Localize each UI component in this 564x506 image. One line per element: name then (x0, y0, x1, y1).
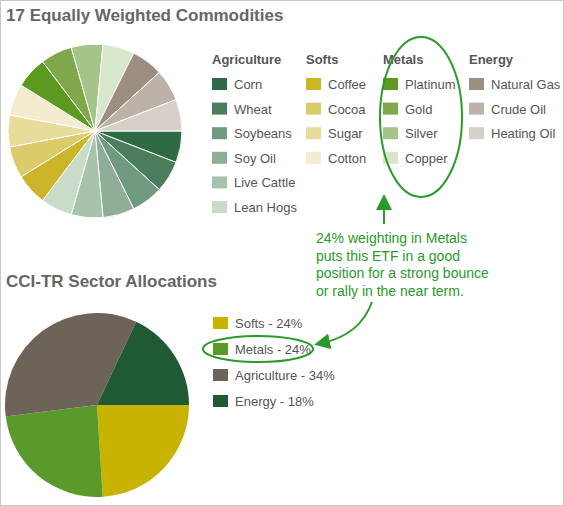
legend-label: Agriculture - 34% (235, 368, 335, 383)
pie-slice (97, 322, 189, 405)
pie-slice (6, 405, 103, 497)
annotation-text: puts this ETF in a good (316, 248, 460, 264)
chart-title: 17 Equally Weighted Commodities (6, 6, 283, 25)
legend-group-title: Energy (469, 52, 514, 67)
legend-label: Energy - 18% (235, 394, 314, 409)
legend-label: Platinum (405, 77, 456, 92)
legend-label: Soy Oil (234, 151, 276, 166)
legend-swatch (469, 127, 484, 139)
legend-label: Sugar (328, 126, 363, 141)
legend-swatch (306, 127, 321, 139)
legend-label: Heating Oil (491, 126, 555, 141)
pie-2 (5, 313, 189, 497)
highlight-ellipse (203, 336, 313, 362)
annotation-text: 24% weighting in Metals (316, 230, 467, 246)
legend-swatch (306, 152, 321, 164)
legend-label: Silver (405, 126, 438, 141)
legend-label: Cocoa (328, 102, 366, 117)
legend-swatch (306, 103, 321, 115)
legend-swatch (213, 369, 228, 381)
legend-label: Coffee (328, 77, 366, 92)
legend-label: Copper (405, 151, 448, 166)
legend-label: Corn (234, 77, 262, 92)
legend-swatch (383, 127, 398, 139)
legend-label: Metals - 24% (235, 342, 311, 357)
chart-canvas: 17 Equally Weighted Commodities Agricultu… (0, 0, 564, 506)
chart-title: CCI-TR Sector Allocations (6, 272, 217, 291)
legend-label: Gold (405, 102, 432, 117)
legend-label: Lean Hogs (234, 200, 297, 215)
legend-group-title: Agriculture (212, 52, 281, 67)
legend-swatch (213, 395, 228, 407)
pie-slice (95, 100, 182, 131)
legend-swatch (212, 201, 227, 213)
legend-swatch (469, 78, 484, 90)
annotation-text: position for a strong bounce (316, 265, 489, 281)
legend-label: Live Cattle (234, 175, 295, 190)
legend-swatch (212, 176, 227, 188)
highlight-ellipse (380, 37, 462, 197)
annotation-text: or rally in the near term. (316, 283, 464, 299)
legend-swatch (212, 127, 227, 139)
legend-group-title: Softs (306, 52, 339, 67)
frame (1, 1, 564, 506)
legend-label: Softs - 24% (235, 316, 303, 331)
legend-swatch (212, 78, 227, 90)
pie-1 (8, 44, 182, 218)
pie-slice (97, 405, 189, 497)
legend-label: Natural Gas (491, 77, 561, 92)
legend-swatch (212, 103, 227, 115)
annotation-arrow (383, 202, 385, 224)
legend-swatch (383, 103, 398, 115)
legend-label: Wheat (234, 102, 272, 117)
legend-swatch (306, 78, 321, 90)
legend-label: Soybeans (234, 126, 292, 141)
legend-label: Crude Oil (491, 102, 546, 117)
legend-swatch (469, 103, 484, 115)
legend-swatch (213, 343, 228, 355)
legend-swatch (212, 152, 227, 164)
legend-label: Cotton (328, 151, 366, 166)
legend-swatch (213, 317, 228, 329)
annotation-arrow (322, 302, 372, 343)
